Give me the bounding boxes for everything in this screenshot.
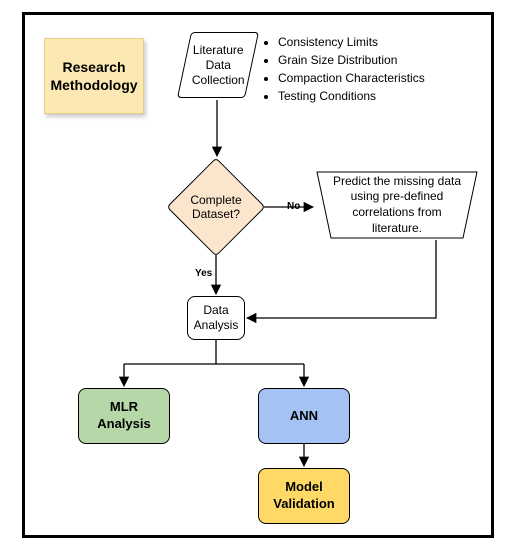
bullet-item: Compaction Characteristics [278, 69, 474, 87]
sticky-note: ResearchMethodology [44, 38, 144, 114]
edge-label-yes: Yes [195, 268, 212, 279]
bullet-item: Testing Conditions [278, 87, 474, 105]
node-analysis: DataAnalysis [187, 296, 245, 340]
node-mlr: MLRAnalysis [78, 388, 170, 444]
bullet-item: Grain Size Distribution [278, 51, 474, 69]
node-predict: Predict the missing data using pre-defin… [315, 170, 479, 240]
node-mlr-label: MLRAnalysis [97, 399, 150, 433]
node-validation: ModelValidation [258, 468, 350, 524]
bullet-list: Consistency Limits Grain Size Distributi… [264, 33, 474, 105]
node-collection-label: LiteratureDataCollection [192, 43, 245, 88]
node-ann-label: ANN [290, 408, 318, 425]
node-decision: CompleteDataset? [181, 172, 251, 242]
sticky-title: ResearchMethodology [50, 58, 137, 94]
node-collection: LiteratureDataCollection [177, 32, 259, 98]
bullet-item: Consistency Limits [278, 33, 474, 51]
node-ann: ANN [258, 388, 350, 444]
node-predict-label: Predict the missing data using pre-defin… [315, 170, 479, 240]
edge-label-no: No [287, 201, 300, 212]
node-decision-label: CompleteDataset? [181, 172, 251, 242]
flowchart-canvas: ResearchMethodology LiteratureDataCollec… [0, 0, 516, 550]
node-validation-label: ModelValidation [273, 479, 334, 513]
node-analysis-label: DataAnalysis [194, 303, 239, 333]
